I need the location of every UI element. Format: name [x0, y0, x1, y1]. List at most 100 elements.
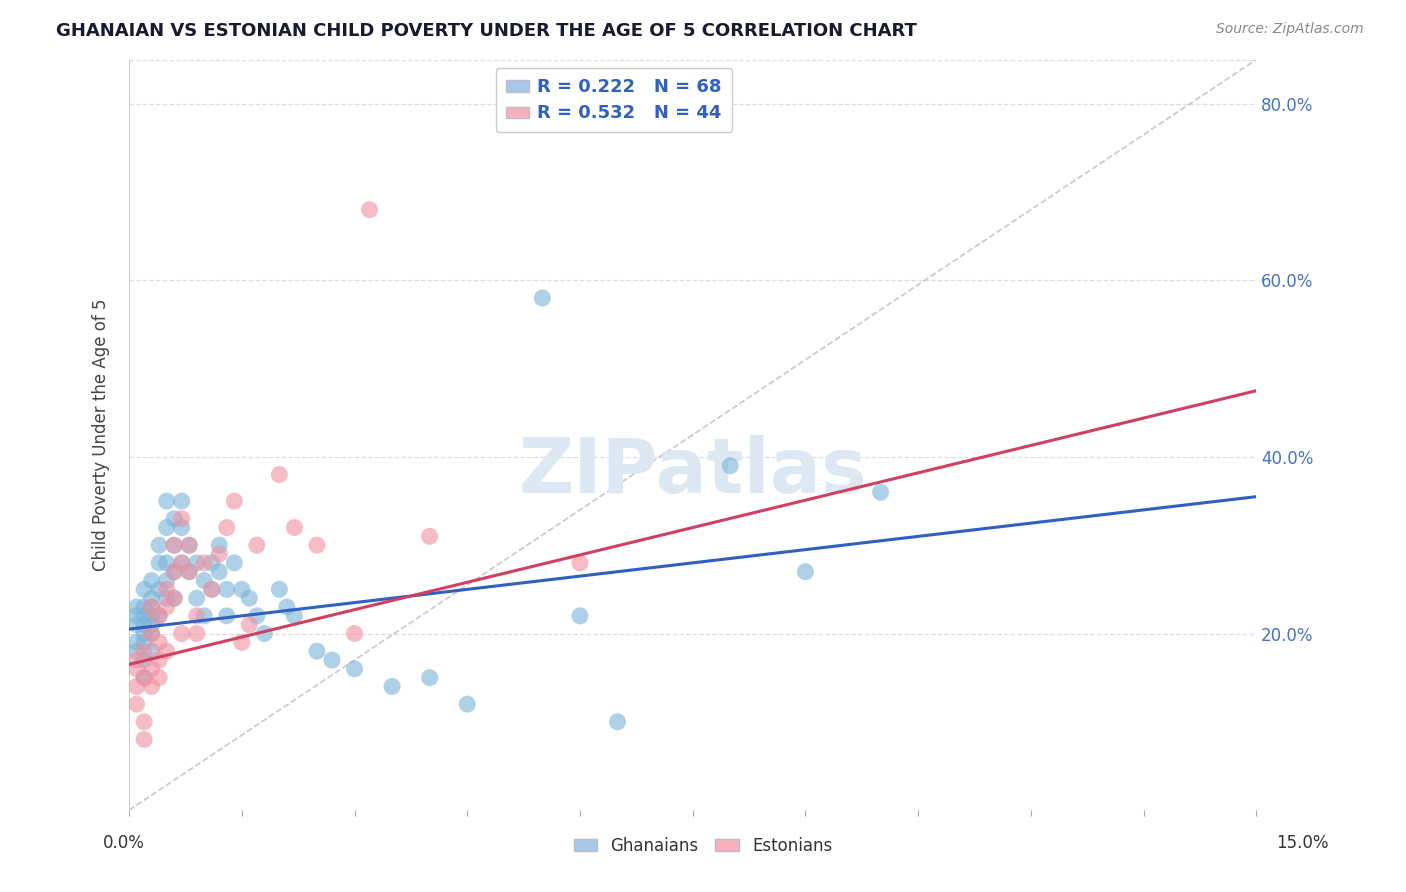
Point [343, 626, 366, 640]
Point [132, 671, 155, 685]
Point [125, 697, 148, 711]
Point [170, 556, 193, 570]
Point [381, 680, 404, 694]
Point [148, 556, 170, 570]
Point [193, 556, 215, 570]
Point [238, 591, 260, 606]
Point [125, 662, 148, 676]
Point [132, 653, 155, 667]
Point [125, 600, 148, 615]
Point [156, 600, 179, 615]
Point [246, 608, 269, 623]
Point [132, 671, 155, 685]
Point [132, 635, 155, 649]
Point [125, 608, 148, 623]
Point [224, 494, 246, 508]
Point [156, 644, 179, 658]
Point [156, 591, 179, 606]
Point [193, 608, 215, 623]
Text: 0.0%: 0.0% [103, 834, 145, 852]
Point [141, 591, 163, 606]
Point [132, 732, 155, 747]
Text: 15.0%: 15.0% [1277, 834, 1329, 852]
Point [132, 626, 155, 640]
Point [208, 538, 231, 552]
Point [269, 582, 291, 597]
Point [419, 529, 441, 543]
Point [163, 591, 186, 606]
Point [215, 582, 238, 597]
Point [148, 653, 170, 667]
Point [156, 494, 179, 508]
Point [156, 574, 179, 588]
Point [141, 600, 163, 615]
Point [283, 520, 305, 534]
Text: GHANAIAN VS ESTONIAN CHILD POVERTY UNDER THE AGE OF 5 CORRELATION CHART: GHANAIAN VS ESTONIAN CHILD POVERTY UNDER… [56, 22, 917, 40]
Point [170, 626, 193, 640]
Point [132, 600, 155, 615]
Point [132, 644, 155, 658]
Point [321, 653, 343, 667]
Point [132, 608, 155, 623]
Point [794, 565, 817, 579]
Point [132, 582, 155, 597]
Point [179, 565, 201, 579]
Point [186, 591, 208, 606]
Point [132, 617, 155, 632]
Point [141, 617, 163, 632]
Point [179, 565, 201, 579]
Point [869, 485, 891, 500]
Point [269, 467, 291, 482]
Point [163, 565, 186, 579]
Text: ZIPatlas: ZIPatlas [519, 435, 868, 509]
Point [141, 662, 163, 676]
Point [231, 635, 253, 649]
Point [163, 591, 186, 606]
Point [156, 582, 179, 597]
Point [193, 574, 215, 588]
Point [359, 202, 381, 217]
Point [231, 582, 253, 597]
Point [305, 538, 328, 552]
Point [148, 538, 170, 552]
Point [283, 608, 305, 623]
Point [186, 626, 208, 640]
Point [179, 538, 201, 552]
Point [253, 626, 276, 640]
Point [141, 626, 163, 640]
Point [419, 671, 441, 685]
Point [305, 644, 328, 658]
Y-axis label: Child Poverty Under the Age of 5: Child Poverty Under the Age of 5 [93, 299, 110, 571]
Point [170, 494, 193, 508]
Point [163, 512, 186, 526]
Point [179, 538, 201, 552]
Point [156, 520, 179, 534]
Point [148, 608, 170, 623]
Point [276, 600, 298, 615]
Point [224, 556, 246, 570]
Point [343, 662, 366, 676]
Point [163, 538, 186, 552]
Legend: Ghanaians, Estonians: Ghanaians, Estonians [567, 830, 839, 862]
Point [606, 714, 628, 729]
Point [238, 617, 260, 632]
Point [163, 565, 186, 579]
Legend: R = 0.222   N = 68, R = 0.532   N = 44: R = 0.222 N = 68, R = 0.532 N = 44 [496, 68, 733, 132]
Point [125, 617, 148, 632]
Point [208, 547, 231, 561]
Point [201, 556, 224, 570]
Point [531, 291, 554, 305]
Point [148, 635, 170, 649]
Point [456, 697, 478, 711]
Point [125, 680, 148, 694]
Text: Source: ZipAtlas.com: Source: ZipAtlas.com [1216, 22, 1364, 37]
Point [170, 556, 193, 570]
Point [141, 680, 163, 694]
Point [568, 556, 591, 570]
Point [141, 644, 163, 658]
Point [141, 626, 163, 640]
Point [568, 608, 591, 623]
Point [208, 565, 231, 579]
Point [156, 556, 179, 570]
Point [132, 714, 155, 729]
